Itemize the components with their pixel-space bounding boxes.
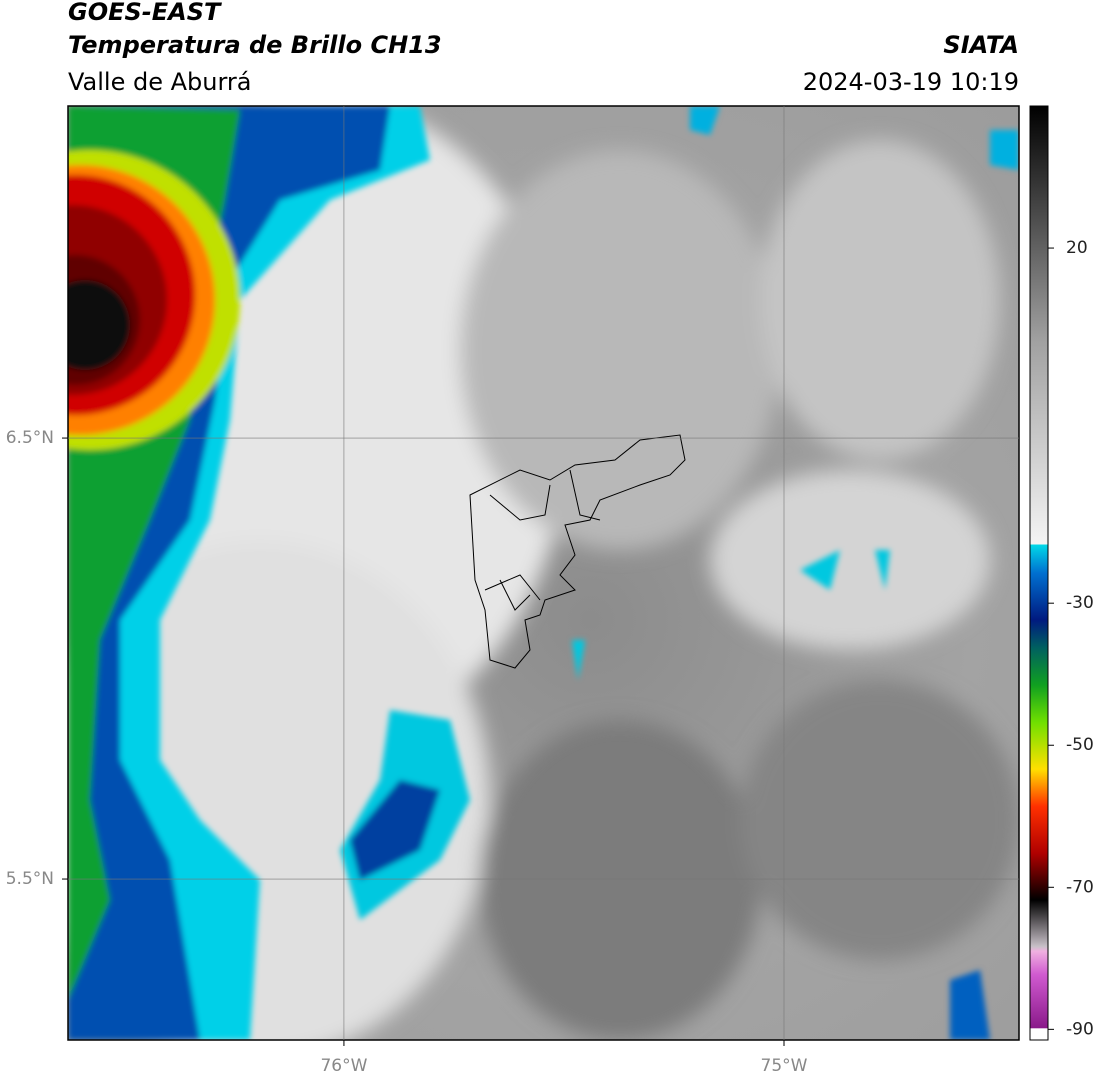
imagery (68, 106, 1019, 1040)
map-frame (67, 105, 1020, 1041)
x-tick-label: 76°W (320, 1056, 367, 1076)
y-tick-label: 6.5°N (6, 428, 54, 448)
datetime: 2024-03-19 10:19 (803, 68, 1019, 96)
colorbar-tick-label: -90 (1066, 1019, 1094, 1039)
colorbar (1029, 105, 1049, 1041)
colorbar-tick-label: -70 (1066, 877, 1094, 897)
y-tick-label: 5.5°N (6, 869, 54, 889)
colorbar-tick-label: 20 (1066, 238, 1088, 258)
colorbar-tick-label: -30 (1066, 593, 1094, 613)
agency: SIATA (943, 31, 1019, 59)
x-tick-label: 75°W (761, 1056, 808, 1076)
satellite: GOES-EAST (68, 0, 222, 26)
colorbar-tick-label: -50 (1066, 735, 1094, 755)
product: Temperatura de Brillo CH13 (68, 31, 442, 59)
region: Valle de Aburrá (68, 68, 252, 96)
